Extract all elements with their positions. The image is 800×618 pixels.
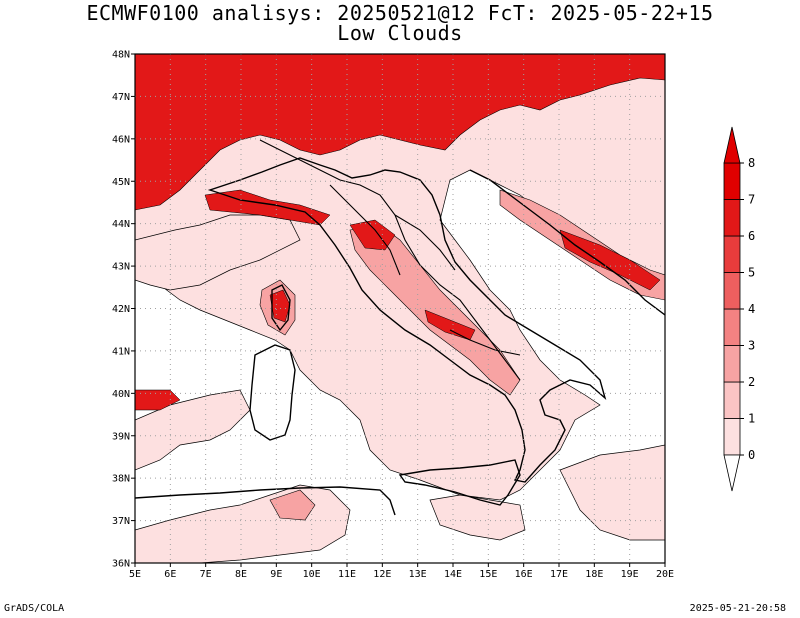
colorbar-label: 6 bbox=[748, 229, 755, 243]
lat-tick-label: 43N bbox=[112, 262, 130, 273]
coastlines bbox=[135, 157, 665, 516]
longitude-labels: 5E 6E 7E 8E 9E 10E 11E 12E 13E 14E 15E 16E 17E 18E 19E… bbox=[129, 569, 674, 580]
colorbar-label: 4 bbox=[748, 302, 755, 316]
sicily-coastline bbox=[398, 459, 521, 506]
axis-ticks bbox=[131, 53, 666, 567]
colorbar-segment bbox=[723, 235, 741, 273]
lon-tick-label: 10E bbox=[303, 569, 321, 580]
adriatic-east-coastline bbox=[469, 169, 665, 316]
lat-tick-label: 36N bbox=[112, 559, 130, 570]
lat-tick-label: 44N bbox=[112, 219, 130, 230]
colorbar-segment bbox=[723, 418, 741, 456]
colorbar-arrow-min bbox=[723, 454, 741, 492]
lon-tick-label: 14E bbox=[444, 569, 462, 580]
italy-coastline bbox=[207, 157, 607, 483]
lon-tick-label: 9E bbox=[270, 569, 282, 580]
lat-tick-label: 48N bbox=[112, 50, 130, 61]
colorbar-arrow-max bbox=[723, 126, 741, 164]
corsica-coastline bbox=[271, 284, 291, 332]
lat-tick-label: 42N bbox=[112, 304, 130, 315]
lon-tick-label: 20E bbox=[656, 569, 674, 580]
footer-timestamp: 2025-05-21-20:58 bbox=[689, 603, 786, 614]
lon-tick-label: 13E bbox=[409, 569, 427, 580]
colorbar: 0 1 2 3 4 5 6 7 8 bbox=[723, 126, 755, 492]
colorbar-label: 2 bbox=[748, 375, 755, 389]
lon-tick-label: 5E bbox=[129, 569, 141, 580]
cloud-field-croatia bbox=[559, 229, 661, 291]
lon-tick-label: 18E bbox=[585, 569, 603, 580]
cloud-field-alps bbox=[135, 54, 665, 211]
lat-tick-label: 37N bbox=[112, 516, 130, 527]
africa-coastline bbox=[135, 486, 396, 516]
colorbar-label: 8 bbox=[748, 156, 755, 170]
lon-tick-label: 7E bbox=[200, 569, 212, 580]
cloud-field-south-sardinia bbox=[135, 389, 251, 471]
latitude-labels: 36N 37N 38N 39N 40N 41N 42N 43N 44N 45N 46N 47N 48N bbox=[112, 50, 130, 570]
map-title: ECMWF0100 analisys: 20250521@12 FcT: 202… bbox=[86, 1, 714, 25]
cloud-field-ionian bbox=[559, 444, 665, 541]
colorbar-label: 0 bbox=[748, 448, 755, 462]
lon-tick-label: 11E bbox=[338, 569, 356, 580]
lat-tick-label: 40N bbox=[112, 389, 130, 400]
lon-tick-label: 17E bbox=[550, 569, 568, 580]
cloud-field-sicily-north bbox=[269, 489, 316, 521]
lon-tick-label: 8E bbox=[235, 569, 247, 580]
colorbar-label: 7 bbox=[748, 193, 755, 207]
lon-tick-label: 19E bbox=[621, 569, 639, 580]
lon-tick-label: 12E bbox=[373, 569, 391, 580]
colorbar-segment bbox=[723, 381, 741, 419]
lon-tick-label: 15E bbox=[479, 569, 497, 580]
colorbar-segment bbox=[723, 199, 741, 237]
colorbar-segment bbox=[723, 162, 741, 200]
sardinia-coastline bbox=[249, 344, 296, 441]
lon-tick-label: 16E bbox=[515, 569, 533, 580]
lon-tick-label: 6E bbox=[164, 569, 176, 580]
map-subtitle: Low Clouds bbox=[337, 21, 463, 45]
colorbar-label: 1 bbox=[748, 412, 755, 426]
lat-tick-label: 46N bbox=[112, 134, 130, 145]
colorbar-segment bbox=[723, 272, 741, 310]
footer-source: GrADS/COLA bbox=[4, 603, 65, 614]
graticule bbox=[135, 54, 665, 563]
lat-tick-label: 41N bbox=[112, 346, 130, 357]
lat-tick-label: 38N bbox=[112, 474, 130, 485]
colorbar-segment bbox=[723, 308, 741, 346]
lat-tick-label: 39N bbox=[112, 431, 130, 442]
lat-tick-label: 45N bbox=[112, 177, 130, 188]
cloud-fields bbox=[135, 54, 665, 563]
cloud-field-corsica-core bbox=[269, 289, 291, 323]
colorbar-label: 5 bbox=[748, 266, 755, 280]
colorbar-label: 3 bbox=[748, 339, 755, 353]
regional-borders bbox=[259, 139, 521, 381]
colorbar-segment bbox=[723, 345, 741, 383]
lat-tick-label: 47N bbox=[112, 92, 130, 103]
